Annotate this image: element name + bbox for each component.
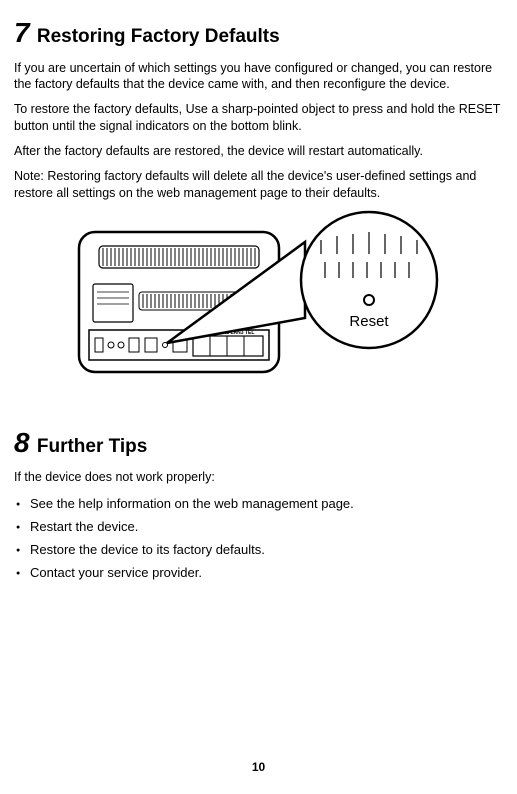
section-7-heading: 7 Restoring Factory Defaults: [14, 16, 503, 50]
section-7-p4: Note: Restoring factory defaults will de…: [14, 168, 503, 202]
bullet-1: See the help information on the web mana…: [14, 494, 503, 515]
section-7-title: Restoring Factory Defaults: [37, 26, 280, 47]
section-8-number: 8: [14, 427, 30, 458]
bullet-4: Contact your service provider.: [14, 563, 503, 584]
section-8-title: Further Tips: [37, 436, 148, 457]
section-7-number: 7: [14, 17, 30, 48]
bullet-2: Restart the device.: [14, 517, 503, 538]
section-8: 8 Further Tips If the device does not wo…: [14, 426, 503, 584]
section-7-p1: If you are uncertain of which settings y…: [14, 60, 503, 94]
device-figure: LAN1 LAN2 LAN3 TEL Reset: [69, 210, 449, 390]
section-8-bullets: See the help information on the web mana…: [14, 494, 503, 583]
section-8-heading: 8 Further Tips: [14, 426, 503, 460]
page-number: 10: [0, 760, 517, 774]
section-7-p2: To restore the factory defaults, Use a s…: [14, 101, 503, 135]
reset-label: Reset: [349, 313, 389, 330]
bullet-3: Restore the device to its factory defaul…: [14, 540, 503, 561]
section-8-intro: If the device does not work properly:: [14, 469, 503, 486]
section-7-p3: After the factory defaults are restored,…: [14, 143, 503, 160]
